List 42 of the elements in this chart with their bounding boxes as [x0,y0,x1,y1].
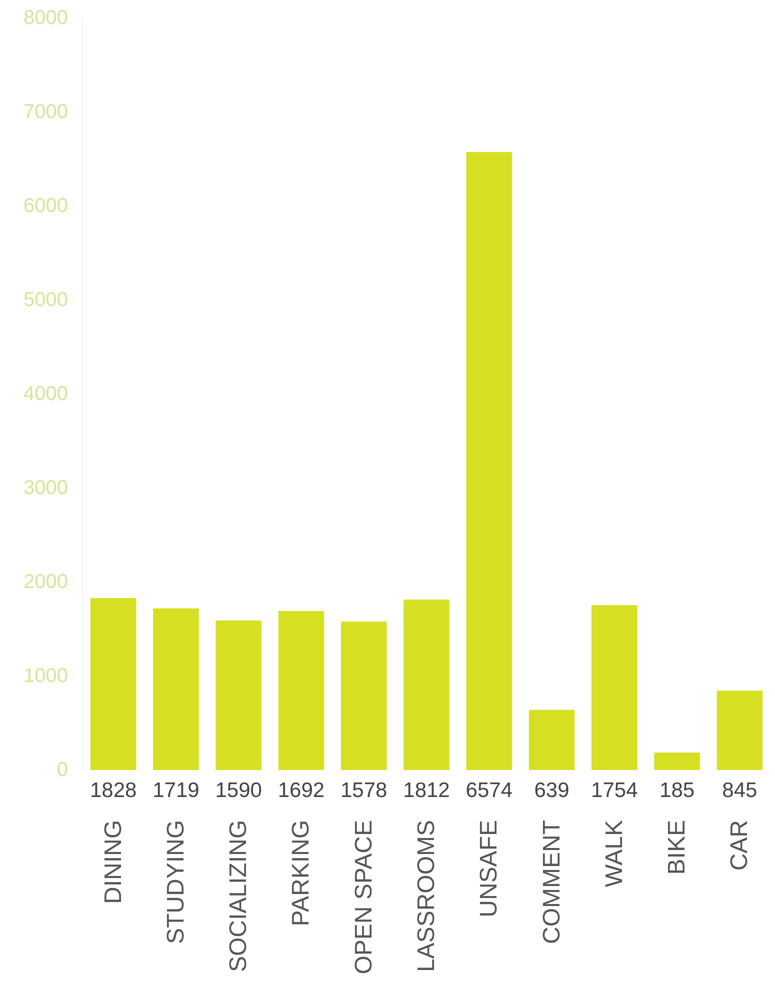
y-tick-label: 5000 [24,289,68,311]
y-tick-label: 8000 [24,7,68,29]
x-tick-label: UNSAFE [476,820,503,918]
bar [278,610,324,770]
bar [592,605,638,770]
x-tick-label: CAR [726,820,754,871]
bar [528,710,575,770]
y-tick-label: 6000 [24,195,68,217]
data-label: 1590 [215,779,262,802]
x-tick-label: BIKE [664,820,691,875]
x-tick-label: PARKING [288,820,315,926]
data-label: 185 [660,779,695,802]
data-label: 1692 [278,779,325,802]
data-label: 1754 [591,779,638,802]
data-label: 845 [722,779,758,802]
data-label: 1828 [90,779,137,802]
bar [404,600,450,770]
y-tick-label: 3000 [24,477,68,499]
data-label: 1719 [152,779,200,802]
x-tick-label: COMMENT [538,820,566,944]
x-tick-label: DINING [100,820,127,904]
x-tick-label: STUDYING [162,820,190,944]
bar [90,598,136,770]
y-tick-label: 7000 [24,101,68,123]
x-tick-label: OPEN SPACE [350,820,378,974]
y-tick-label: 2000 [24,571,68,593]
bar [654,752,700,770]
y-tick-label: 0 [56,759,68,781]
x-tick-label: WALK [600,820,628,888]
y-tick-label: 4000 [24,383,68,405]
bar [716,690,763,770]
x-tick-label: SOCIALIZING [225,820,252,972]
data-label: 6574 [466,779,513,802]
data-label: 1812 [403,779,450,802]
data-label: 639 [534,779,570,802]
bar [466,152,512,770]
bar [341,622,387,770]
x-tick-label: LASSROOMS [413,820,440,972]
bar [216,620,262,770]
bar [153,608,199,770]
data-label: 1578 [340,779,388,802]
y-tick-label: 1000 [24,665,68,687]
